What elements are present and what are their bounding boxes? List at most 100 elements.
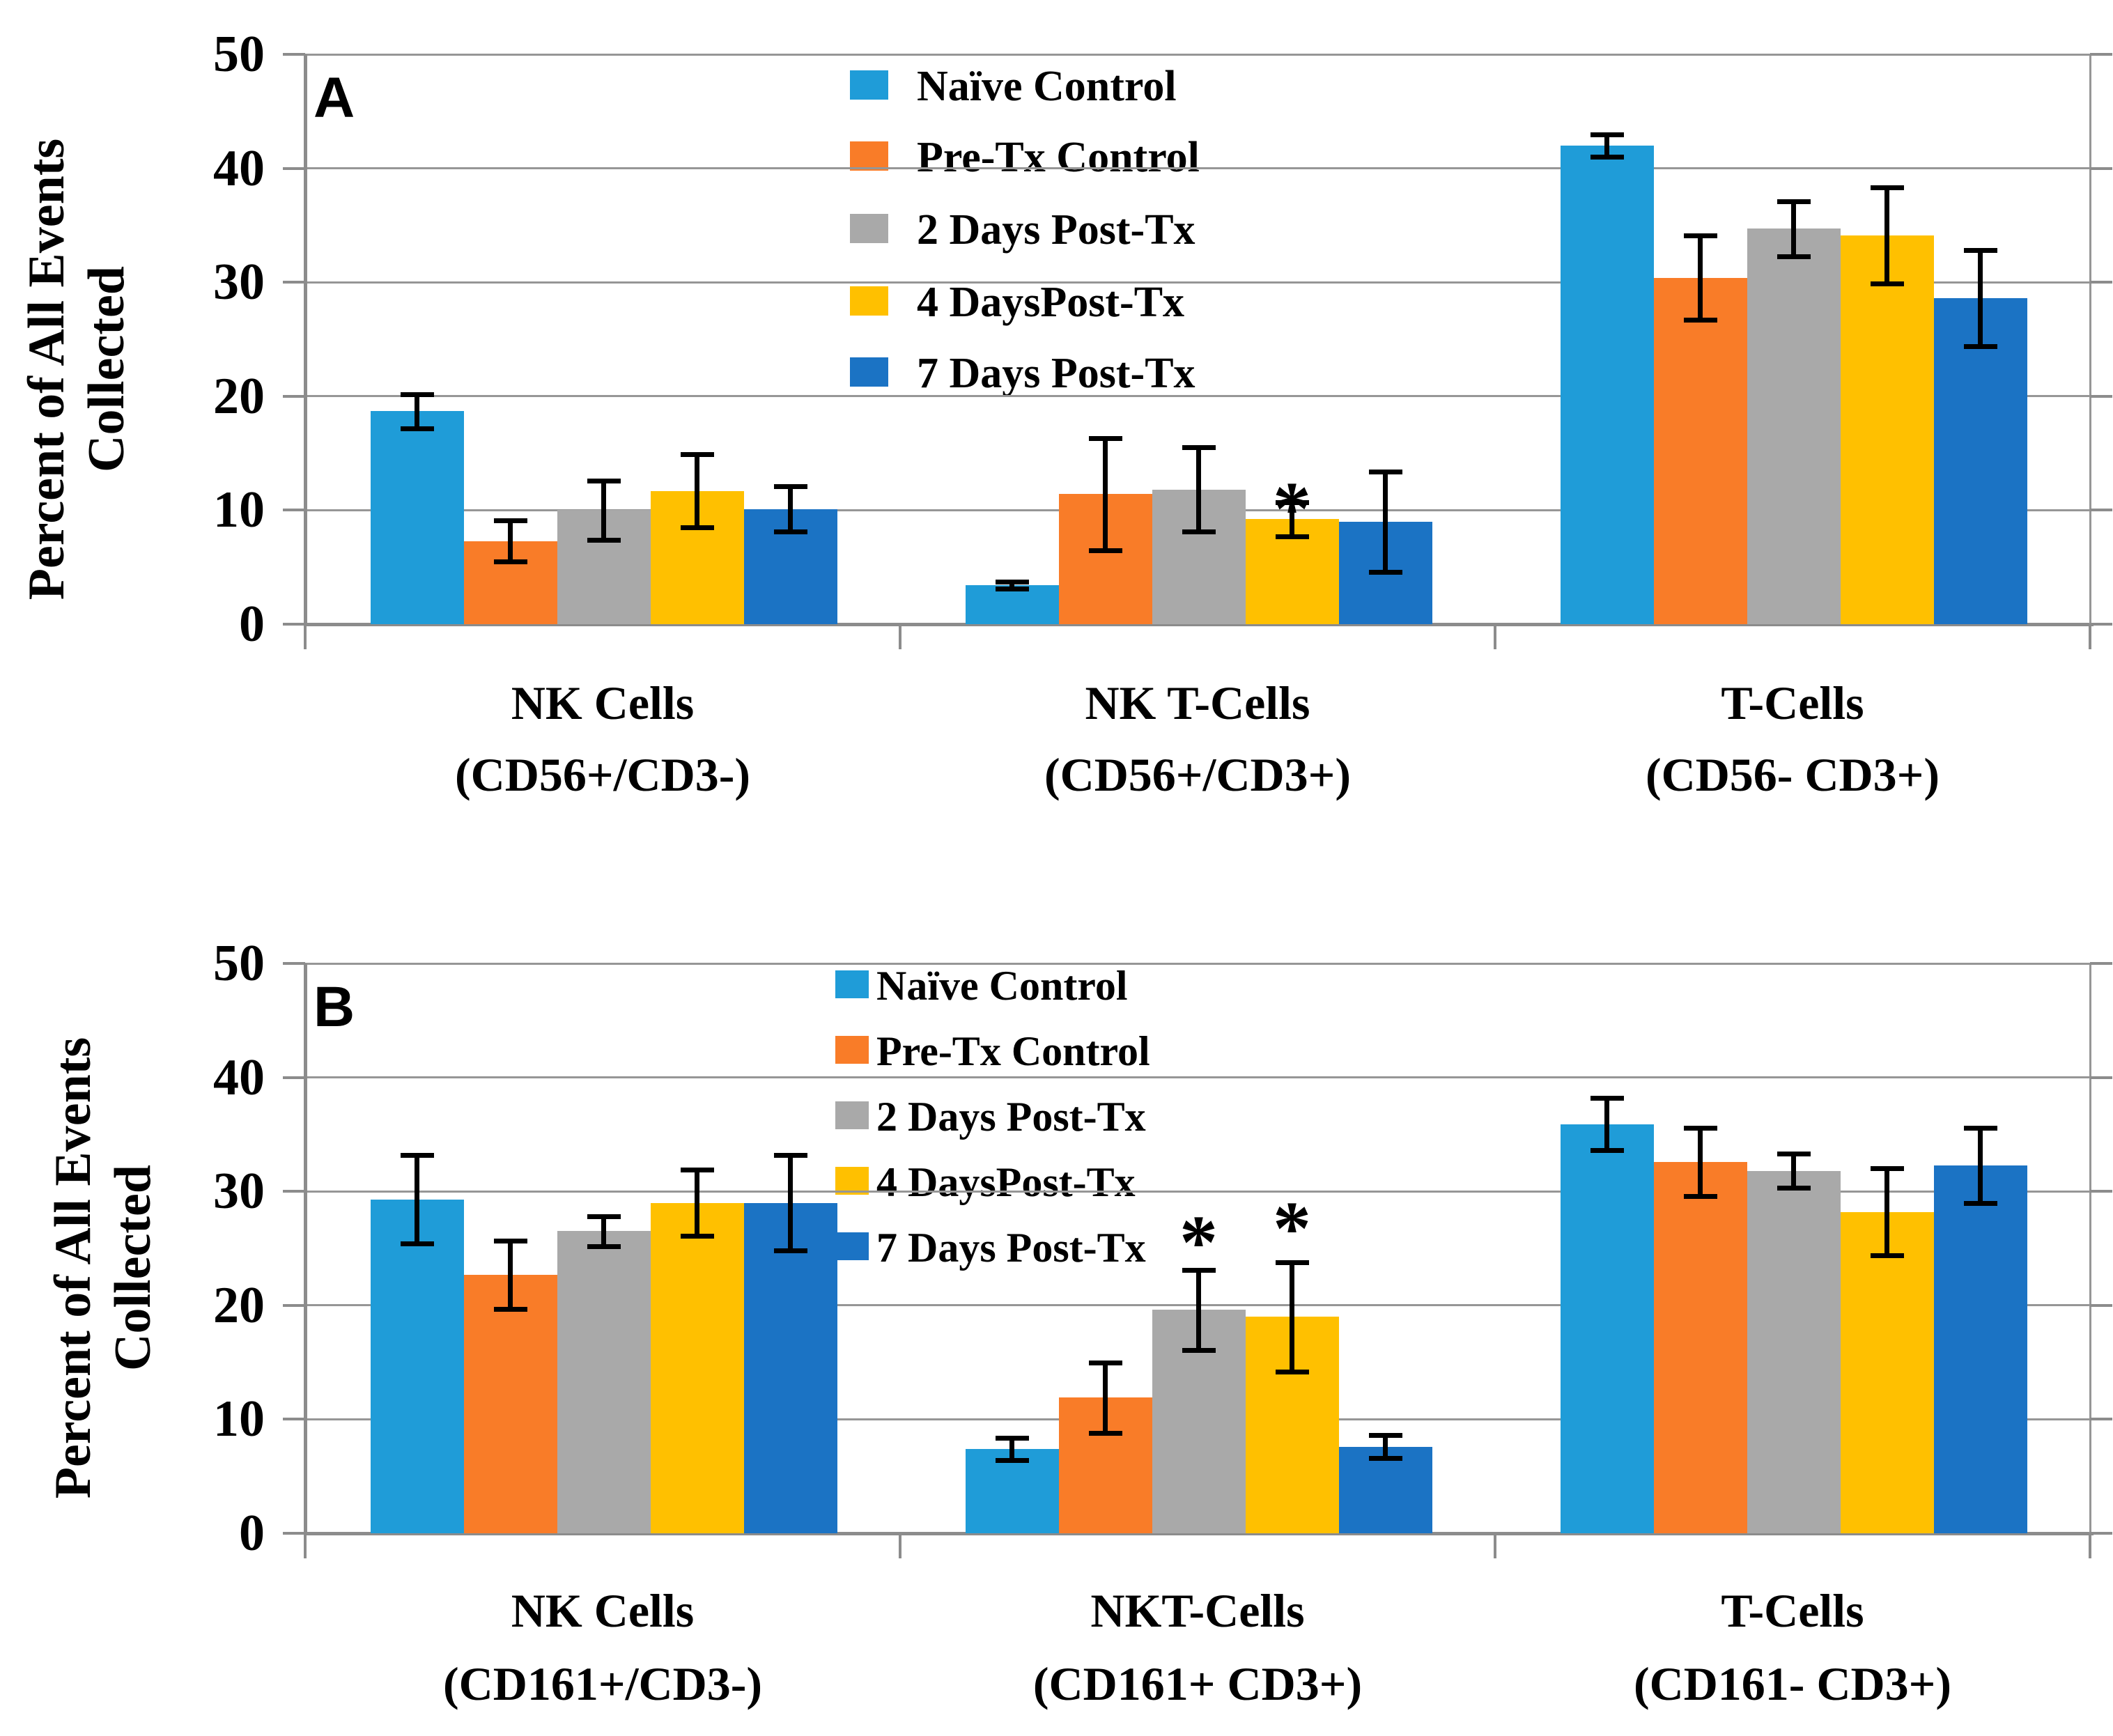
error-bar-cap-top bbox=[1368, 469, 1402, 474]
bar-7-days-post-tx-cat2 bbox=[1933, 1165, 2027, 1533]
y-axis-line bbox=[303, 54, 307, 624]
y-tick-left-40 bbox=[283, 166, 305, 170]
error-bar bbox=[415, 394, 419, 428]
error-bar-cap-top bbox=[400, 392, 434, 397]
x-boundary-tick-3 bbox=[2089, 624, 2091, 649]
y-tick-right-0 bbox=[2090, 623, 2112, 626]
category-label-1-line1: (CD56+/CD3+) bbox=[1044, 748, 1352, 801]
legend-label-3: 4 DaysPost-Tx bbox=[917, 279, 1185, 326]
bar-pre-tx-control-cat2 bbox=[1653, 1161, 1747, 1533]
legend-label-1: Pre-Tx Control bbox=[917, 134, 1200, 181]
y-tick-left-40 bbox=[283, 1076, 305, 1079]
error-bar-cap-top bbox=[1590, 1096, 1624, 1101]
y-tick-label-40: 40 bbox=[213, 1048, 265, 1106]
error-bar bbox=[1698, 235, 1703, 320]
error-bar bbox=[1290, 502, 1294, 537]
error-bar-cap-top bbox=[1777, 199, 1811, 205]
gridline-40 bbox=[305, 167, 2090, 170]
bar-2-days-post-tx-cat0 bbox=[557, 1231, 651, 1533]
error-bar-cap-bottom bbox=[680, 525, 714, 530]
y-tick-left-30 bbox=[283, 281, 305, 284]
error-bar-cap-top bbox=[1870, 185, 1904, 191]
x-axis-line bbox=[305, 622, 2093, 626]
gridline-50 bbox=[305, 53, 2090, 56]
error-bar bbox=[601, 480, 606, 540]
error-bar-cap-bottom bbox=[1590, 155, 1624, 160]
y-tick-right-10 bbox=[2090, 1418, 2112, 1421]
y-tick-left-10 bbox=[283, 509, 305, 512]
bar-4-days-post-tx-cat0 bbox=[650, 1202, 744, 1533]
legend-swatch-4 bbox=[850, 357, 888, 387]
error-bar bbox=[1196, 447, 1201, 532]
y-tick-right-40 bbox=[2090, 166, 2112, 170]
x-boundary-tick-1 bbox=[899, 624, 901, 649]
significance-asterisk: * bbox=[1179, 1199, 1218, 1285]
y-tick-label-20: 20 bbox=[213, 1276, 265, 1334]
error-bar-cap-bottom bbox=[1683, 318, 1717, 323]
error-bar bbox=[1791, 201, 1796, 256]
error-bar-cap-top bbox=[995, 580, 1029, 585]
legend-label-2: 2 Days Post-Tx bbox=[876, 1094, 1146, 1140]
y-tick-right-10 bbox=[2090, 509, 2112, 512]
error-bar-cap-bottom bbox=[1590, 1148, 1624, 1154]
y-tick-left-20 bbox=[283, 394, 305, 398]
error-bar-cap-top bbox=[1088, 1360, 1122, 1365]
y-tick-right-50 bbox=[2090, 53, 2112, 56]
x-boundary-tick-2 bbox=[1494, 624, 1496, 649]
x-axis-line bbox=[305, 1531, 2093, 1535]
legend-swatch-0 bbox=[835, 970, 869, 998]
gridline-20 bbox=[305, 395, 2090, 398]
y-tick-left-30 bbox=[283, 1190, 305, 1193]
error-bar bbox=[1383, 471, 1388, 572]
error-bar-cap-top bbox=[1683, 233, 1717, 239]
error-bar-cap-bottom bbox=[1870, 281, 1904, 286]
error-bar bbox=[1884, 187, 1889, 284]
error-bar-cap-top bbox=[1275, 499, 1309, 505]
y-tick-label-20: 20 bbox=[213, 367, 265, 425]
error-bar-cap-top bbox=[1182, 445, 1216, 451]
error-bar-cap-bottom bbox=[1275, 534, 1309, 540]
gridline-30 bbox=[305, 1190, 2090, 1193]
error-bar bbox=[695, 454, 699, 527]
x-boundary-tick-1 bbox=[899, 1533, 901, 1558]
error-bar-cap-bottom bbox=[587, 537, 621, 543]
error-bar-cap-top bbox=[680, 452, 714, 458]
y-tick-right-20 bbox=[2090, 394, 2112, 398]
y-tick-right-50 bbox=[2090, 962, 2112, 965]
error-bar-cap-top bbox=[1683, 1125, 1717, 1131]
y-tick-label-50: 50 bbox=[213, 935, 265, 992]
y-tick-label-10: 10 bbox=[213, 481, 265, 539]
y-axis-line bbox=[303, 963, 307, 1533]
error-bar bbox=[1196, 1270, 1201, 1350]
y-tick-left-50 bbox=[283, 962, 305, 965]
error-bar-cap-top bbox=[1870, 1166, 1904, 1172]
error-bar-cap-top bbox=[493, 1238, 527, 1243]
bar-4-days-post-tx-cat2 bbox=[1840, 235, 1934, 624]
error-bar-cap-bottom bbox=[1683, 1193, 1717, 1199]
legend-label-0: Naïve Control bbox=[917, 63, 1177, 110]
error-bar-cap-top bbox=[1182, 1268, 1216, 1273]
y-tick-left-0 bbox=[283, 623, 305, 626]
right-border-line bbox=[2089, 54, 2091, 624]
y-tick-label-40: 40 bbox=[213, 139, 265, 197]
legend-swatch-1 bbox=[835, 1036, 869, 1064]
error-bar bbox=[1978, 1127, 1983, 1203]
error-bar-cap-top bbox=[587, 478, 621, 483]
legend-label-1: Pre-Tx Control bbox=[876, 1028, 1150, 1074]
error-bar-cap-bottom bbox=[587, 1243, 621, 1249]
x-boundary-tick-3 bbox=[2089, 1533, 2091, 1558]
error-bar-cap-bottom bbox=[1368, 1456, 1402, 1462]
bar-na-ve-control-cat0 bbox=[370, 411, 464, 624]
error-bar bbox=[1884, 1168, 1889, 1255]
legend-swatch-2 bbox=[850, 214, 888, 243]
legend-swatch-3 bbox=[835, 1167, 869, 1195]
category-label-0-line0: NK Cells bbox=[511, 1584, 695, 1637]
error-bar-cap-top bbox=[1963, 1125, 1997, 1131]
category-label-2-line0: T-Cells bbox=[1721, 676, 1864, 729]
y-tick-label-0: 0 bbox=[239, 596, 265, 653]
error-bar bbox=[788, 1154, 793, 1251]
error-bar-cap-bottom bbox=[1368, 569, 1402, 575]
error-bar-cap-bottom bbox=[1275, 1369, 1309, 1374]
legend-label-0: Naïve Control bbox=[876, 963, 1128, 1009]
category-label-1-line0: NKT-Cells bbox=[1090, 1584, 1305, 1637]
